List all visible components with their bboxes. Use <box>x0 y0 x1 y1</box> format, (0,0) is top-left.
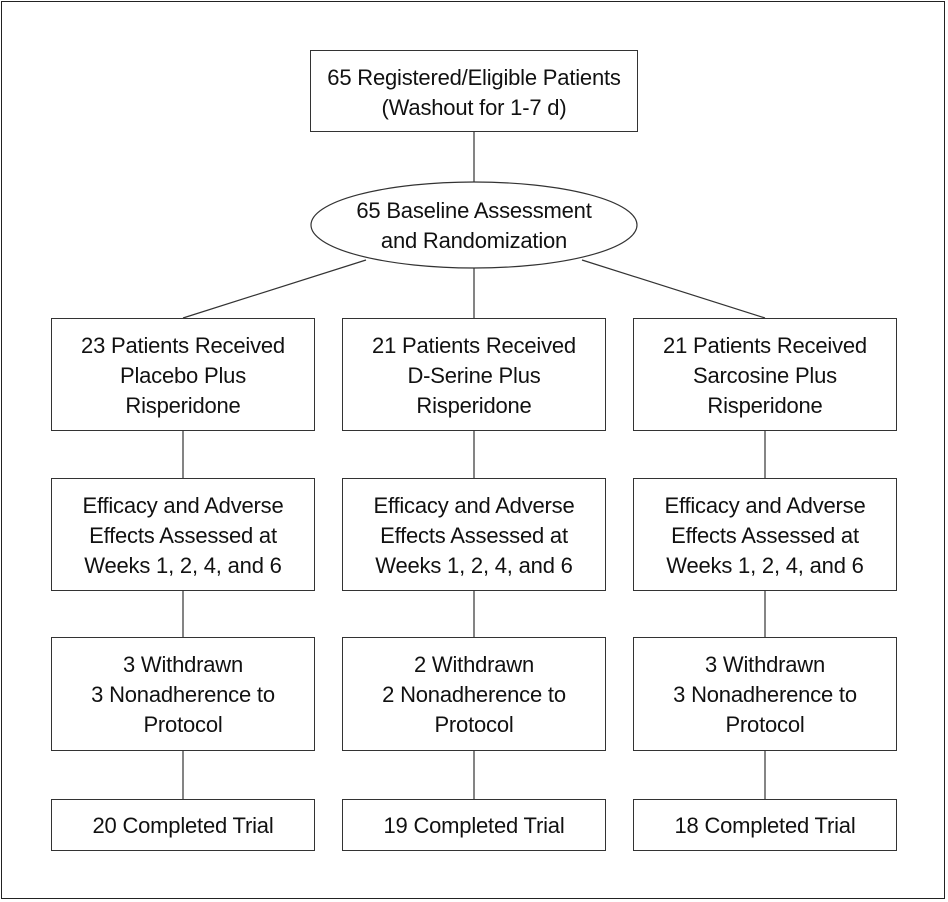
arm1-received-line2: Placebo Plus <box>119 363 246 388</box>
arm2-withdrawn-line3: Protocol <box>434 712 514 737</box>
arm1-completed-text: 20 Completed Trial <box>92 813 274 838</box>
arm2-completed-box: 19 Completed Trial <box>342 799 606 851</box>
baseline-text-line2: and Randomization <box>380 228 568 253</box>
arm1-assessment-box: Efficacy and Adverse Effects Assessed at… <box>51 478 315 591</box>
arm1-withdrawn-line2: 3 Nonadherence to <box>91 682 275 707</box>
arm1-withdrawn-line3: Protocol <box>143 712 223 737</box>
arm2-assessed-line1: Efficacy and Adverse <box>373 493 575 518</box>
arm2-withdrawn-box: 2 Withdrawn 2 Nonadherence to Protocol <box>342 637 606 751</box>
arm3-received-line2: Sarcosine Plus <box>693 363 837 388</box>
arm3-assessment-box: Efficacy and Adverse Effects Assessed at… <box>633 478 897 591</box>
arm2-withdrawn-line1: 2 Withdrawn <box>413 652 535 677</box>
arm3-completed-box: 18 Completed Trial <box>633 799 897 851</box>
baseline-ellipse <box>310 181 638 269</box>
arm3-withdrawn-box: 3 Withdrawn 3 Nonadherence to Protocol <box>633 637 897 751</box>
arm3-completed-text: 18 Completed Trial <box>674 813 856 838</box>
baseline-text-line1: 65 Baseline Assessment <box>356 198 592 223</box>
arm3-withdrawn-line3: Protocol <box>725 712 805 737</box>
arm1-received-line3: Risperidone <box>125 393 241 418</box>
arm1-assessed-line3: Weeks 1, 2, 4, and 6 <box>84 553 282 578</box>
arm3-assessed-line1: Efficacy and Adverse <box>664 493 866 518</box>
registered-patients-text: 65 Registered/Eligible Patients <box>327 65 621 90</box>
connector-baseline-to-arm1 <box>182 259 367 319</box>
placebo-arm-box: 23 Patients Received Placebo Plus Risper… <box>51 318 315 431</box>
arm2-received-line1: 21 Patients Received <box>372 333 576 358</box>
arm2-assessment-box: Efficacy and Adverse Effects Assessed at… <box>342 478 606 591</box>
arm1-withdrawn-line1: 3 Withdrawn <box>122 652 244 677</box>
sarcosine-arm-box: 21 Patients Received Sarcosine Plus Risp… <box>633 318 897 431</box>
arm2-received-line3: Risperidone <box>416 393 532 418</box>
arm1-received-line1: 23 Patients Received <box>81 333 285 358</box>
arm2-withdrawn-line2: 2 Nonadherence to <box>382 682 566 707</box>
arm3-withdrawn-line2: 3 Nonadherence to <box>673 682 857 707</box>
d-serine-arm-box: 21 Patients Received D-Serine Plus Rispe… <box>342 318 606 431</box>
arm2-assessed-line2: Effects Assessed at <box>380 523 568 548</box>
baseline-assessment-label: 65 Baseline Assessment and Randomization <box>310 196 638 256</box>
arm2-completed-text: 19 Completed Trial <box>383 813 565 838</box>
arm3-received-line1: 21 Patients Received <box>663 333 867 358</box>
arm2-received-line2: D-Serine Plus <box>407 363 541 388</box>
arm2-assessed-line3: Weeks 1, 2, 4, and 6 <box>375 553 573 578</box>
arm3-received-line3: Risperidone <box>707 393 823 418</box>
arm3-assessed-line2: Effects Assessed at <box>671 523 859 548</box>
registered-patients-box: 65 Registered/Eligible Patients (Washout… <box>310 50 638 132</box>
arm3-withdrawn-line1: 3 Withdrawn <box>704 652 826 677</box>
arm3-assessed-line3: Weeks 1, 2, 4, and 6 <box>666 553 864 578</box>
washout-text: (Washout for 1-7 d) <box>381 95 567 120</box>
connector-baseline-to-arm3 <box>581 259 766 319</box>
arm1-assessed-line2: Effects Assessed at <box>89 523 277 548</box>
arm1-withdrawn-box: 3 Withdrawn 3 Nonadherence to Protocol <box>51 637 315 751</box>
arm1-assessed-line1: Efficacy and Adverse <box>82 493 284 518</box>
arm1-completed-box: 20 Completed Trial <box>51 799 315 851</box>
